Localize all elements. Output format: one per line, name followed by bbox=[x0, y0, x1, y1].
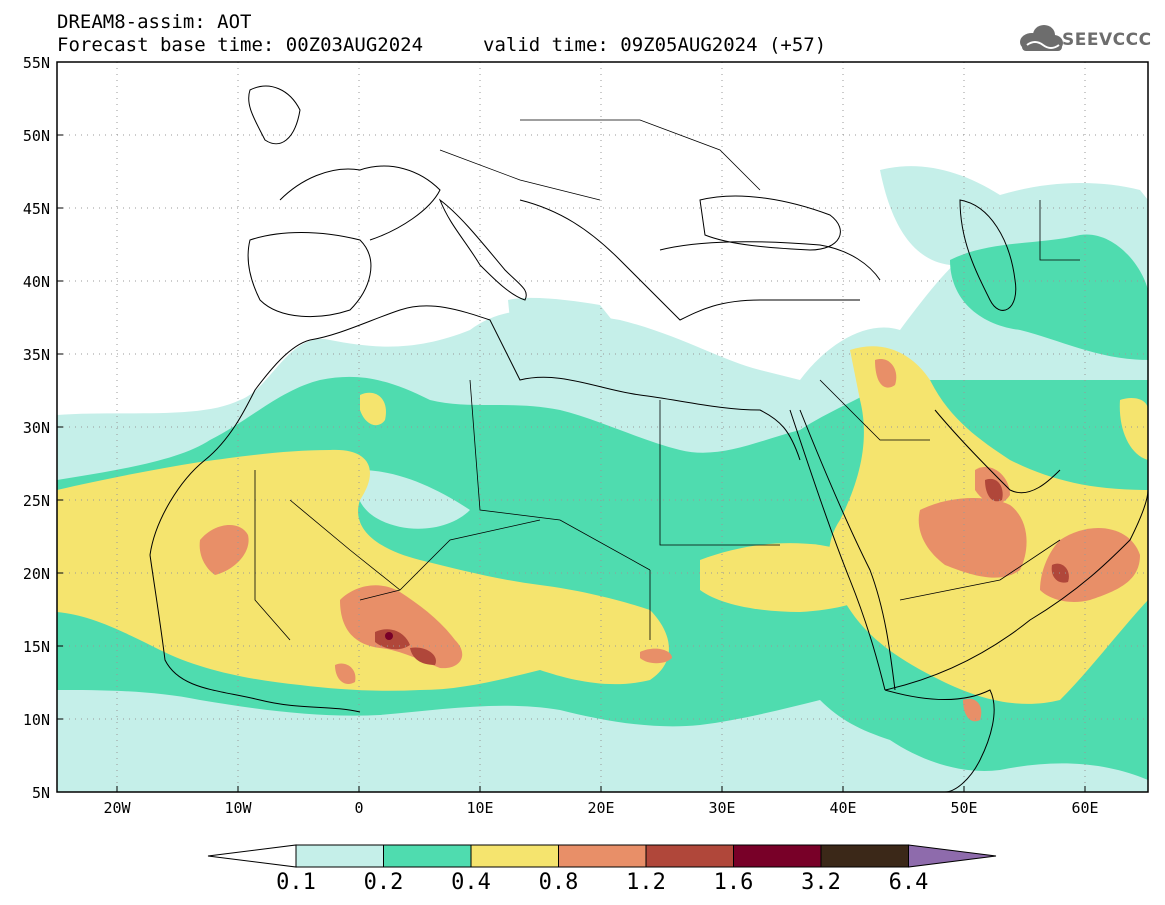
axis-ticks bbox=[57, 134, 1086, 792]
lat-label: 50N bbox=[23, 127, 50, 145]
lat-label: 5N bbox=[32, 784, 50, 802]
colorbar-bin bbox=[383, 844, 472, 868]
colorbar-low-arrow bbox=[207, 844, 297, 868]
title-model: DREAM8-assim: AOT bbox=[57, 11, 252, 33]
colorbar-bin bbox=[470, 844, 559, 868]
colorbar-label: 0.8 bbox=[538, 870, 579, 895]
lat-label: 45N bbox=[23, 200, 50, 218]
colorbar-label: 3.2 bbox=[801, 870, 841, 895]
coastlines bbox=[149, 85, 1148, 792]
lon-label: 40E bbox=[829, 799, 856, 817]
lat-label: 35N bbox=[23, 346, 50, 364]
lat-label: 55N bbox=[23, 54, 50, 72]
colorbar-label: 0.1 bbox=[276, 870, 316, 895]
aot-level-1.6 bbox=[385, 632, 393, 640]
aot-level-0.4 bbox=[57, 346, 1148, 704]
colorbar-label: 1.6 bbox=[713, 870, 754, 895]
lat-label: 25N bbox=[23, 492, 50, 510]
logo-text: SEEVCCC bbox=[1062, 30, 1152, 50]
colorbar-bin bbox=[733, 844, 822, 868]
lon-label: 0 bbox=[354, 799, 363, 817]
colorbar-bin bbox=[820, 844, 909, 868]
lat-label: 40N bbox=[23, 273, 50, 291]
aot-level-0.8 bbox=[199, 359, 1140, 722]
lon-label: 60E bbox=[1071, 799, 1098, 817]
colorbar-bin bbox=[645, 844, 734, 868]
colorbar-label: 0.4 bbox=[451, 870, 491, 895]
lon-label: 10W bbox=[224, 799, 252, 817]
lat-label: 10N bbox=[23, 711, 50, 729]
cloud-logo-icon bbox=[1020, 25, 1063, 51]
title-valid-time: valid time: 09Z05AUG2024 (+57) bbox=[483, 34, 827, 56]
title-base-time: Forecast base time: 00Z03AUG2024 bbox=[57, 34, 424, 56]
colorbar-label: 1.2 bbox=[626, 870, 666, 895]
colorbar-high-arrow bbox=[908, 844, 997, 868]
colorbar-bin bbox=[295, 844, 384, 868]
colorbar-bin bbox=[558, 844, 647, 868]
lon-label: 20W bbox=[103, 799, 131, 817]
colorbar-label: 6.4 bbox=[888, 870, 929, 895]
lon-label: 20E bbox=[587, 799, 614, 817]
colorbar-label: 0.2 bbox=[363, 870, 404, 895]
lon-label: 30E bbox=[708, 799, 735, 817]
lon-label: 50E bbox=[950, 799, 977, 817]
lat-label: 20N bbox=[23, 565, 50, 583]
lat-label: 15N bbox=[23, 638, 50, 656]
lon-label: 10E bbox=[466, 799, 493, 817]
lat-label: 30N bbox=[23, 419, 50, 437]
country-borders bbox=[254, 119, 1080, 641]
aot-level-1.2 bbox=[375, 478, 1069, 665]
